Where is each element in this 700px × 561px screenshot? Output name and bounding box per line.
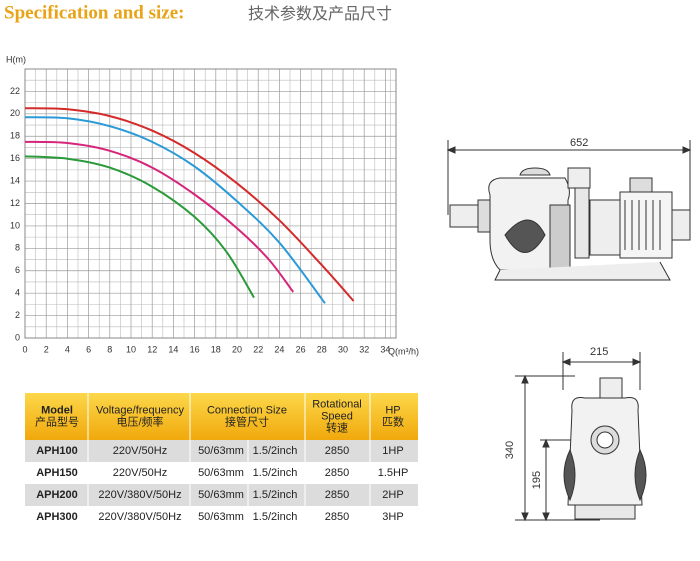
table-cell: 1HP: [382, 445, 403, 457]
table-cell: 1.5/2inch: [253, 467, 298, 479]
table-cell: APH200: [36, 489, 78, 501]
table-cell: 3HP: [382, 511, 403, 523]
y-tick-label: 10: [10, 220, 20, 230]
x-tick-label: 4: [65, 344, 70, 354]
table-header-cell: 转速: [326, 420, 348, 434]
x-tick-label: 10: [126, 344, 136, 354]
table-cell: 1.5/2inch: [253, 511, 298, 523]
table-cell: 220V/50Hz: [113, 467, 167, 479]
curve: [24, 116, 326, 304]
y-tick-label: 20: [10, 108, 20, 118]
curve: [24, 107, 355, 302]
x-axis-title: Q(m³/h): [388, 346, 419, 356]
x-tick-label: 16: [190, 344, 200, 354]
table-cell: 2850: [325, 445, 349, 457]
y-tick-label: 12: [10, 198, 20, 208]
y-tick-label: 6: [15, 265, 20, 275]
table-cell: 50/63mm: [198, 511, 244, 523]
y-tick-label: 2: [15, 310, 20, 320]
x-tick-label: 12: [147, 344, 157, 354]
y-tick-label: 16: [10, 153, 20, 163]
table-header-cell: Connection Size: [207, 404, 287, 416]
title-cn: 技术参数及产品尺寸: [248, 5, 392, 23]
x-tick-label: 14: [168, 344, 178, 354]
x-tick-label: 8: [107, 344, 112, 354]
table-cell: 220V/380V/50Hz: [98, 511, 181, 523]
front-view: [515, 352, 647, 522]
curve: [24, 155, 255, 299]
table-header-cell: Voltage/frequency: [96, 404, 185, 416]
x-tick-label: 2: [44, 344, 49, 354]
table-cell: 1.5/2inch: [253, 489, 298, 501]
table-cell: 220V/50Hz: [113, 445, 167, 457]
table-cell: APH300: [36, 511, 78, 523]
table-row-bg: [25, 462, 418, 484]
table-cell: 1.5HP: [378, 467, 409, 479]
table-cell: 2850: [325, 489, 349, 501]
dim-inlet-height: 195: [531, 471, 543, 489]
table-cell: 2HP: [382, 489, 403, 501]
table-header-cell: 电压/频率: [116, 414, 163, 428]
table-row-bg: [25, 484, 418, 506]
table-cell: 1.5/2inch: [253, 445, 298, 457]
x-tick-label: 26: [296, 344, 306, 354]
y-axis-title: H(m): [6, 54, 26, 64]
curve: [24, 140, 294, 293]
table-header-cell: 匹数: [382, 415, 404, 428]
table-header-cell: Model: [41, 404, 73, 416]
table-header-bg: [25, 393, 418, 440]
y-tick-label: 8: [15, 243, 20, 253]
table-header-cell: Speed: [321, 410, 353, 422]
plot-frame: [24, 68, 397, 339]
y-tick-label: 22: [10, 86, 20, 96]
x-tick-label: 20: [232, 344, 242, 354]
side-view: [446, 140, 692, 281]
table-header-cell: 产品型号: [35, 414, 79, 428]
x-tick-label: 0: [22, 344, 27, 354]
table-header-cell: Rotational: [312, 398, 362, 410]
x-tick-label: 24: [274, 344, 284, 354]
table-cell: 50/63mm: [198, 445, 244, 457]
x-tick-label: 28: [317, 344, 327, 354]
x-tick-label: 30: [338, 344, 348, 354]
x-tick-label: 32: [359, 344, 369, 354]
x-tick-label: 6: [86, 344, 91, 354]
dim-front-height: 340: [504, 441, 516, 459]
table-row-bg: [25, 440, 418, 462]
x-tick-label: 18: [211, 344, 221, 354]
table-cell: APH100: [36, 445, 78, 457]
y-tick-label: 0: [15, 332, 20, 342]
table-cell: 2850: [325, 511, 349, 523]
dim-side-width: 652: [570, 137, 588, 149]
y-tick-label: 18: [10, 131, 20, 141]
table-cell: 220V/380V/50Hz: [98, 489, 181, 501]
y-tick-label: 4: [15, 288, 20, 298]
table-cell: 50/63mm: [198, 489, 244, 501]
x-tick-label: 22: [253, 344, 263, 354]
dim-front-width: 215: [590, 346, 608, 358]
table-row-bg: [25, 506, 418, 528]
table-cell: 50/63mm: [198, 467, 244, 479]
table-cell: APH150: [36, 467, 78, 479]
y-tick-label: 14: [10, 175, 20, 185]
title-en: Specification and size:: [4, 2, 185, 23]
table-header-cell: HP: [385, 404, 400, 416]
spec-table: APH100 220V/50Hz 50/63mm 1.5/2inch 2850 1HP AP…: [25, 393, 418, 528]
x-tick-label: 34: [380, 344, 390, 354]
table-header-cell: 接管尺寸: [225, 414, 269, 428]
table-cell: 2850: [325, 467, 349, 479]
